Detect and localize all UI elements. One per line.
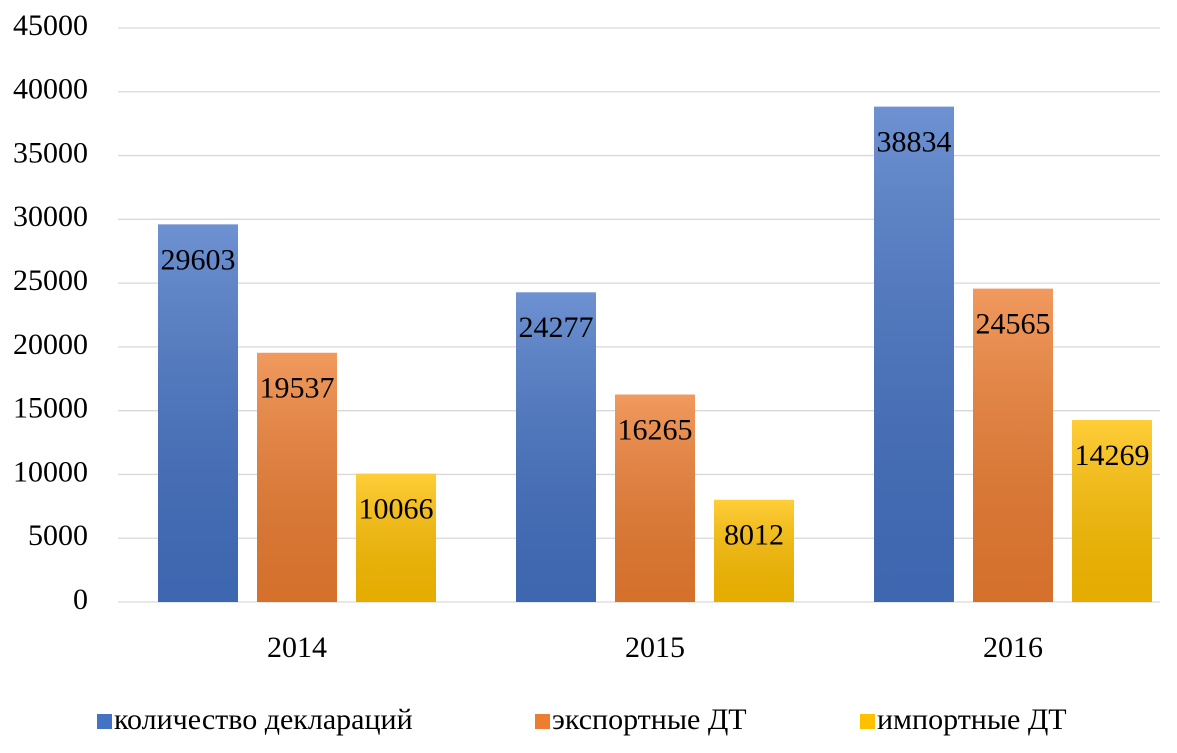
bar-shade (615, 394, 695, 602)
legend-label: экспортные ДТ (552, 703, 747, 736)
y-tick-label: 0 (73, 583, 88, 616)
legend-label: импортные ДТ (877, 703, 1067, 736)
data-label: 10066 (359, 492, 434, 525)
y-tick-label: 20000 (13, 328, 88, 361)
y-tick-label: 35000 (13, 136, 88, 169)
legend-swatch (860, 714, 875, 729)
bar-shade (714, 499, 794, 602)
bar-shade (1072, 419, 1152, 602)
y-tick-label: 25000 (13, 264, 88, 297)
y-tick-label: 45000 (13, 9, 88, 42)
x-tick-label: 2016 (983, 631, 1043, 664)
bar-shade (874, 106, 954, 602)
y-tick-label: 5000 (28, 519, 88, 552)
legend-swatch (97, 714, 112, 729)
legend-label: количество деклараций (114, 703, 413, 736)
data-label: 38834 (877, 126, 952, 159)
x-tick-label: 2015 (625, 631, 685, 664)
legend-swatch (535, 714, 550, 729)
bar-shade (356, 473, 436, 602)
data-label: 24565 (976, 308, 1051, 341)
y-tick-label: 15000 (13, 392, 88, 425)
data-label: 29603 (161, 243, 236, 276)
y-tick-label: 40000 (13, 73, 88, 106)
bar-shade (158, 224, 238, 603)
data-label: 8012 (724, 519, 784, 552)
data-label: 14269 (1075, 439, 1150, 472)
y-tick-label: 10000 (13, 455, 88, 488)
bar-shade (516, 292, 596, 602)
y-tick-label: 30000 (13, 200, 88, 233)
bar-shade (973, 288, 1053, 602)
data-label: 24277 (519, 311, 594, 344)
data-label: 16265 (618, 413, 693, 446)
data-label: 19537 (260, 372, 335, 405)
x-tick-label: 2014 (267, 631, 327, 664)
bar-shade (257, 352, 337, 602)
